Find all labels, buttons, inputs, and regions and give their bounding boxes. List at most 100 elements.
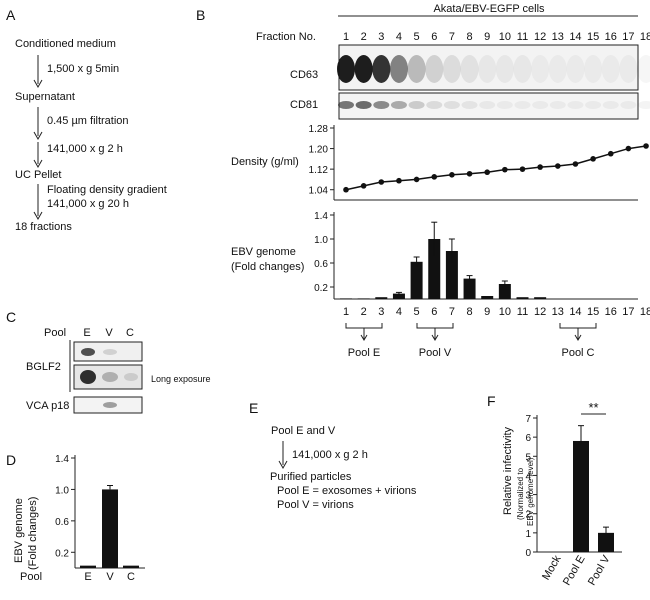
fraction-number-bottom: 4 — [396, 306, 402, 318]
genome-y-tick-label: 0.6 — [314, 259, 328, 270]
genome-ylabel-1: EBV genome — [231, 246, 296, 258]
density-point — [466, 170, 473, 177]
bracket-pool-e — [345, 323, 383, 329]
density-chart: 1.04 1.12 1.20 1.28 — [309, 124, 649, 201]
step-spin-2: 141,000 x g 2 h — [47, 143, 123, 155]
density-point — [643, 143, 649, 149]
fraction-number-top: 3 — [378, 31, 384, 43]
genome-bar — [445, 251, 458, 299]
fraction-number-top: 5 — [414, 31, 420, 43]
cd81-band — [602, 101, 619, 109]
cd63-band — [601, 55, 620, 83]
panel-label-a: A — [6, 7, 16, 23]
bracket-pool-v — [416, 323, 454, 329]
genome-fraction-chart: 0.2 0.6 1.0 1.4 — [314, 211, 638, 300]
e-spin: 141,000 x g 2 h — [292, 449, 368, 461]
genome-bar — [410, 261, 423, 299]
density-point — [537, 164, 543, 170]
genome-bar — [357, 298, 370, 299]
arrow-head — [431, 334, 439, 341]
pool-x-label: V — [106, 571, 114, 583]
density-point — [607, 150, 614, 157]
infectivity-y-tick-label: 2 — [525, 510, 531, 521]
cd63-band — [337, 55, 355, 83]
fraction-number-top: 18 — [640, 31, 650, 43]
infectivity-y-tick-label: 7 — [525, 414, 531, 425]
fraction-number-bottom: 15 — [587, 306, 599, 318]
pool-genome-chart: 0.2 0.6 1.0 1.4 E V C — [55, 454, 145, 583]
density-point — [343, 186, 349, 193]
pools-ylabel-1: EBV genome — [13, 498, 25, 563]
step-filtration: 0.45 µm filtration — [47, 115, 129, 127]
density-point — [431, 174, 438, 180]
genome-y-tick-label: 1.0 — [314, 235, 328, 246]
density-point — [378, 179, 385, 185]
bglf2-long-band-e — [80, 370, 96, 384]
fraction-number-top: 4 — [396, 31, 402, 43]
e-line-2: Purified particles — [270, 471, 352, 483]
cd63-band — [566, 55, 585, 83]
cd81-band — [355, 101, 372, 109]
pool-y-tick-label: 1.4 — [55, 454, 69, 465]
lane-v: V — [105, 327, 113, 339]
fraction-numbers-bottom: 1 2 3 4 5 6 7 8 9 10 11 12 13 14 15 16 17 18 — [343, 306, 650, 318]
pool-brackets: Pool E Pool V Pool C — [345, 323, 597, 359]
density-point — [555, 163, 561, 169]
pool-bar — [123, 565, 139, 568]
infectivity-y-tick-label: 0 — [525, 548, 531, 559]
density-point — [396, 177, 402, 184]
infectivity-ylabel-sub-2: EBV genome level) — [526, 457, 535, 526]
genome-bar — [516, 297, 529, 299]
fraction-number-bottom: 12 — [534, 306, 546, 318]
e-line-1: Pool E and V — [271, 425, 336, 437]
cd81-band — [585, 101, 602, 109]
fraction-number-bottom: 1 — [343, 306, 349, 318]
fraction-numbers-top: 1 2 3 4 5 6 7 8 9 10 11 12 13 14 15 16 17 18 — [343, 31, 650, 43]
infectivity-y-tick-label: 5 — [525, 452, 531, 463]
pool-x-label: C — [127, 571, 135, 583]
cd81-band — [620, 101, 637, 109]
cd63-band — [531, 55, 550, 83]
cd63-band — [637, 55, 650, 83]
fraction-number-bottom: 8 — [466, 306, 472, 318]
panel-label-f: F — [487, 393, 496, 409]
pool-label-c: Pool — [44, 327, 66, 339]
infectivity-ylabel: Relative infectivity — [502, 426, 514, 515]
infectivity-x-label: Pool E — [561, 554, 588, 588]
fraction-number-top: 6 — [431, 31, 437, 43]
bglf2-blot — [73, 341, 143, 362]
cd81-label: CD81 — [290, 99, 318, 111]
cd81-band — [373, 101, 390, 109]
genome-bar — [428, 239, 441, 299]
arrow-head — [360, 334, 368, 341]
panel-label-d: D — [6, 452, 16, 468]
bglf2-band-e — [81, 348, 95, 356]
density-point — [590, 156, 596, 162]
pool-y-tick-label: 0.2 — [55, 548, 69, 559]
cd63-band — [460, 55, 479, 83]
fraction-number-bottom: 7 — [449, 306, 455, 318]
cd81-band — [426, 101, 443, 109]
step-density-gradient: Floating density gradient — [47, 184, 167, 196]
genome-bar — [375, 297, 388, 299]
fraction-number-bottom: 17 — [622, 306, 634, 318]
bglf2-label: BGLF2 — [26, 361, 61, 373]
vca-label: VCA p18 — [26, 400, 69, 412]
density-point — [484, 169, 491, 176]
fraction-number-bottom: 11 — [517, 306, 528, 318]
cd63-band — [619, 55, 638, 83]
fraction-number-bottom: 18 — [640, 306, 650, 318]
step-supernatant: Supernatant — [15, 91, 75, 103]
cd63-bands — [337, 55, 650, 83]
bglf2-long-band-c — [124, 373, 138, 381]
cd81-band — [496, 101, 513, 109]
fraction-number-top: 9 — [484, 31, 490, 43]
arrow-head — [33, 211, 43, 221]
genome-bar — [481, 296, 494, 299]
infectivity-y-tick-label: 1 — [525, 529, 531, 540]
long-exposure-label: Long exposure — [151, 374, 211, 384]
density-y-tick-label: 1.04 — [309, 186, 329, 197]
step-uc-pellet: UC Pellet — [15, 169, 61, 181]
density-series-line — [345, 145, 647, 191]
